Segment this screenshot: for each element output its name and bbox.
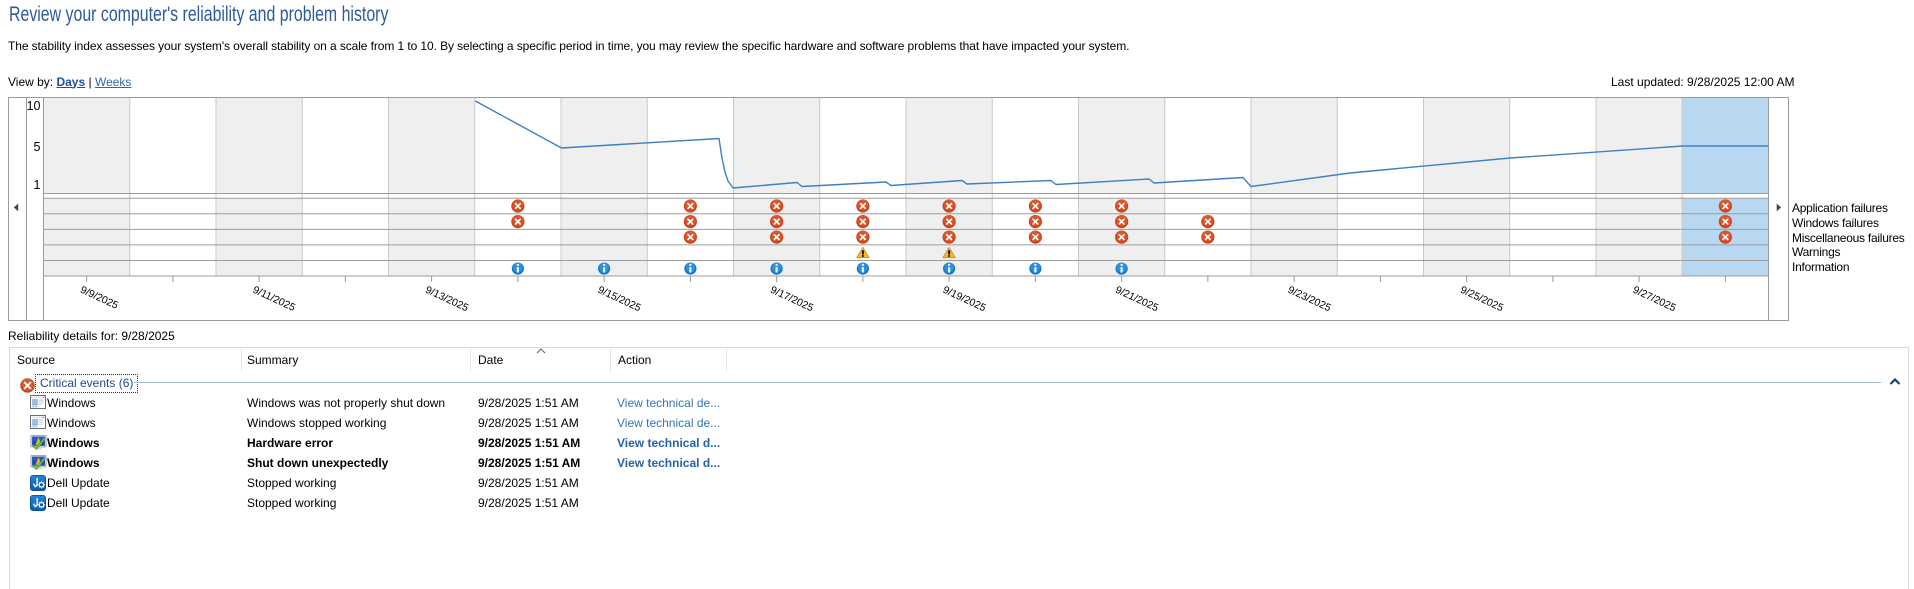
svg-text:5: 5 [34,140,41,154]
svg-text:9/25/2025: 9/25/2025 [1458,285,1505,315]
svg-text:9/27/2025: 9/27/2025 [1631,285,1678,315]
svg-text:9/9/2025: 9/9/2025 [78,285,120,312]
svg-text:9/17/2025: 9/17/2025 [768,285,815,315]
svg-text:10: 10 [27,99,41,113]
svg-text:1: 1 [34,178,41,192]
svg-text:9/21/2025: 9/21/2025 [1113,285,1160,315]
svg-text:9/13/2025: 9/13/2025 [423,285,470,315]
svg-text:9/11/2025: 9/11/2025 [251,285,297,314]
svg-text:9/23/2025: 9/23/2025 [1286,285,1333,315]
svg-text:9/19/2025: 9/19/2025 [941,285,988,315]
svg-text:9/15/2025: 9/15/2025 [596,285,643,315]
